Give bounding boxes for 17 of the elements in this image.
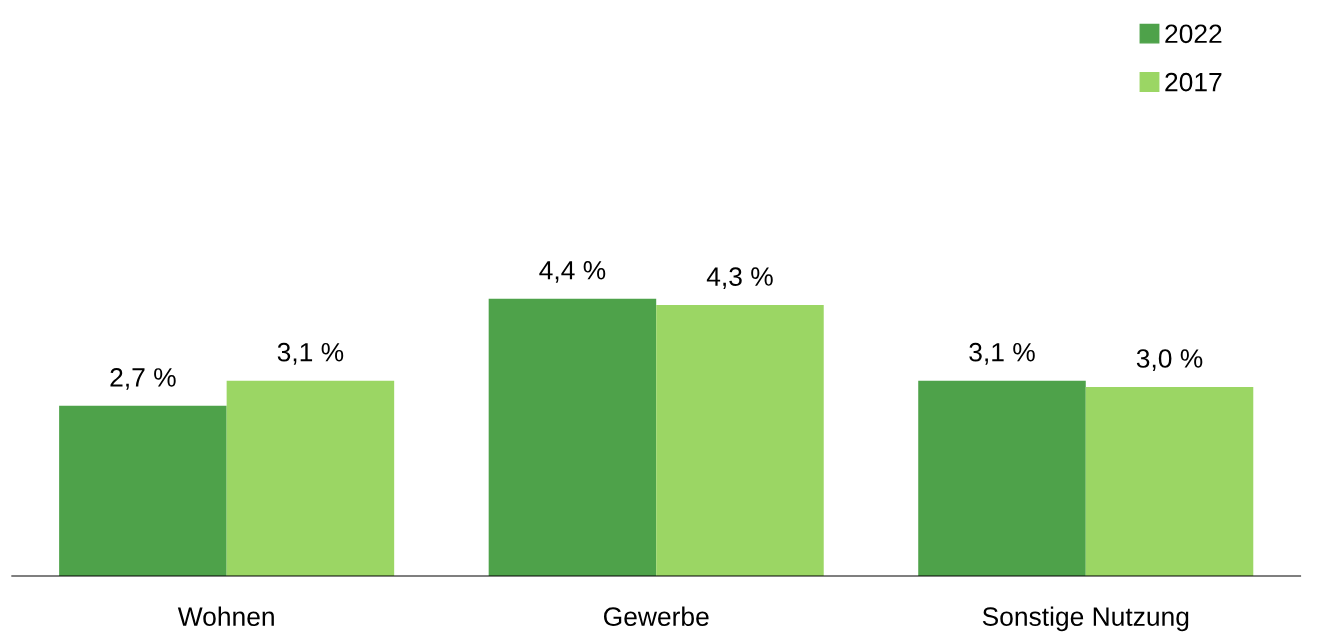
data-label: 3,0 % — [1136, 349, 1203, 371]
x-tick-label: Sonstige Nutzung — [982, 606, 1189, 632]
x-tick-label: Gewerbe — [604, 606, 709, 626]
bar — [59, 405, 227, 577]
x-tick-label: Wohnen — [177, 606, 274, 626]
legend-label: 2017 — [1165, 72, 1222, 92]
bar — [1085, 386, 1254, 577]
data-label: 3,1 % — [969, 342, 1035, 365]
bar — [656, 305, 824, 577]
data-label: 3,1 % — [277, 342, 344, 365]
bar — [918, 380, 1086, 577]
bar — [226, 380, 395, 577]
legend-label: 2022 — [1165, 24, 1222, 44]
data-label: 4,3 % — [706, 267, 773, 290]
data-label: 4,4 % — [539, 261, 606, 283]
data-label: 2,7 % — [110, 368, 176, 390]
bar — [488, 298, 657, 577]
